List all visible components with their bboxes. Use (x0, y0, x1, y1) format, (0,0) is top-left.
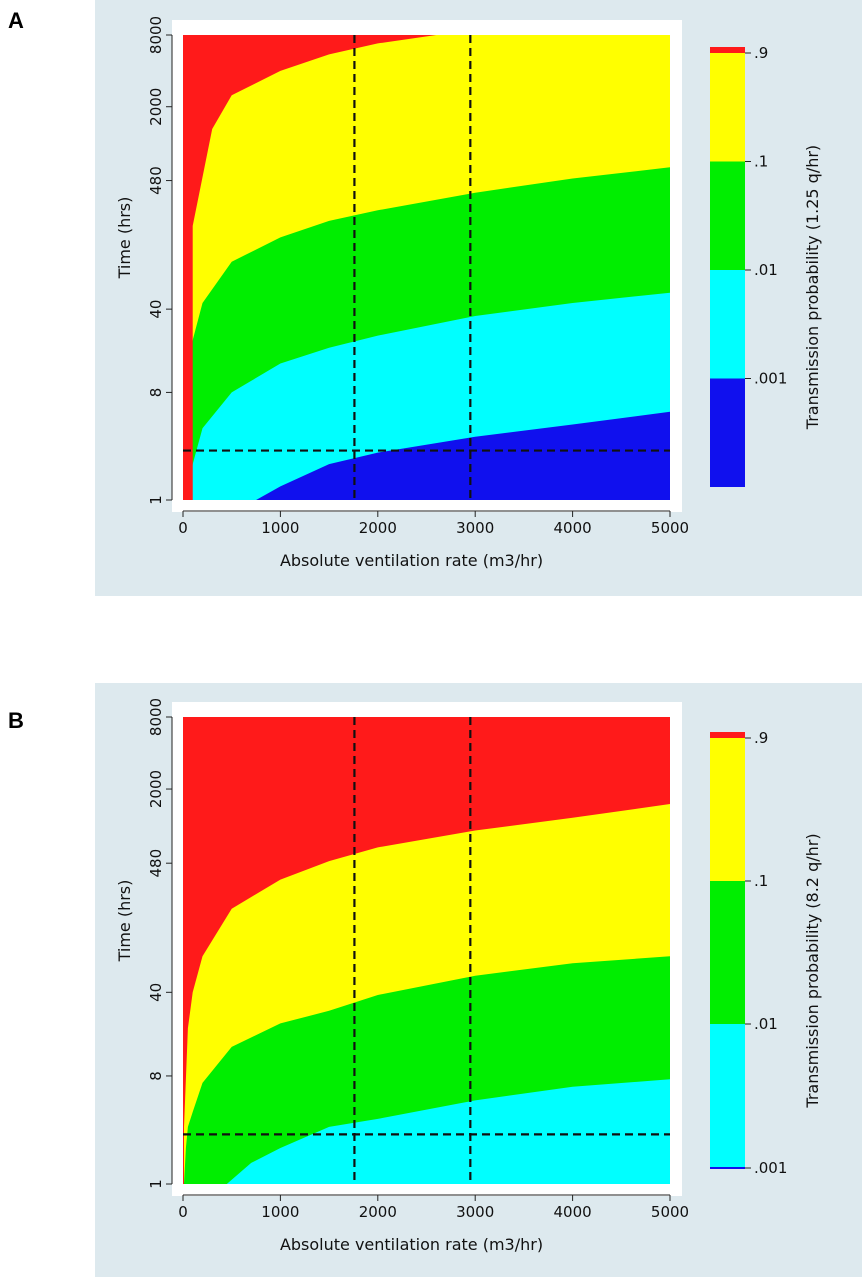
colorbar-band (710, 738, 745, 881)
y-axis-label: Time (hrs) (115, 880, 134, 963)
y-tick-label: 2000 (147, 770, 165, 808)
colorbar-tick-label: .01 (754, 1015, 778, 1033)
x-tick-label: 2000 (359, 519, 397, 537)
colorbar-band (710, 47, 745, 53)
x-tick-label: 3000 (456, 519, 494, 537)
y-tick-label: 40 (147, 983, 165, 1002)
y-tick-label: 480 (147, 849, 165, 878)
y-tick-label: 480 (147, 166, 165, 195)
colorbar: .9 .1 .01 .001 Transmission probability (8.2… (710, 729, 822, 1177)
chart-panel-b: 0 1000 2000 3000 4000 5000 1 8 40 480 2000 8000 Abso… (115, 698, 822, 1254)
colorbar-tick-label: .9 (754, 44, 768, 62)
colorbar-band (710, 53, 745, 162)
y-tick-label: 8000 (147, 698, 165, 736)
x-tick-label: 4000 (554, 519, 592, 537)
y-tick-label: 8 (147, 1071, 165, 1081)
x-tick-label: 0 (178, 519, 188, 537)
x-tick-label: 2000 (359, 1203, 397, 1221)
x-tick-label: 1000 (261, 519, 299, 537)
colorbar-band (710, 378, 745, 487)
colorbar-tick-label: .01 (754, 261, 778, 279)
x-tick-label: 4000 (554, 1203, 592, 1221)
y-axis-label: Time (hrs) (115, 197, 134, 280)
y-tick-label: 8000 (147, 16, 165, 54)
colorbar-title: Transmission probability (1.25 q/hr) (803, 145, 822, 430)
x-axis-label: Absolute ventilation rate (m3/hr) (280, 551, 543, 570)
colorbar-tick-label: .001 (754, 370, 787, 388)
colorbar-band (710, 161, 745, 270)
colorbar-band (710, 270, 745, 379)
band-boundary-0p9 (183, 35, 670, 500)
band-boundary-0p9 (183, 717, 670, 1184)
x-axis-label: Absolute ventilation rate (m3/hr) (280, 1235, 543, 1254)
colorbar-tick-label: .001 (754, 1159, 787, 1177)
band-boundary-0p1 (183, 35, 670, 500)
colorbar-band (710, 881, 745, 1024)
colorbar-tick-label: .1 (754, 153, 768, 171)
x-tick-label: 3000 (456, 1203, 494, 1221)
panel-label-b: B (8, 708, 24, 733)
x-tick-label: 1000 (261, 1203, 299, 1221)
y-tick-label: 2000 (147, 88, 165, 126)
y-tick-label: 8 (147, 388, 165, 398)
y-tick-label: 1 (147, 1179, 165, 1189)
panel-label-a: A (8, 8, 24, 33)
x-tick-label: 5000 (651, 1203, 689, 1221)
y-tick-label: 40 (147, 300, 165, 319)
colorbar: .9 .1 .01 .001 Transmission probability (1.2… (710, 44, 822, 487)
colorbar-band (710, 732, 745, 738)
colorbar-tick-label: .9 (754, 729, 768, 747)
colorbar-band (710, 1024, 745, 1167)
colorbar-title: Transmission probability (8.2 q/hr) (803, 833, 822, 1108)
chart-panel-a: 0 1000 2000 3000 4000 5000 1 8 40 480 2000 8000 Abso… (115, 16, 822, 570)
x-tick-label: 5000 (651, 519, 689, 537)
colorbar-band (710, 1167, 745, 1169)
x-tick-label: 0 (178, 1203, 188, 1221)
colorbar-tick-label: .1 (754, 872, 768, 890)
y-tick-label: 1 (147, 495, 165, 505)
